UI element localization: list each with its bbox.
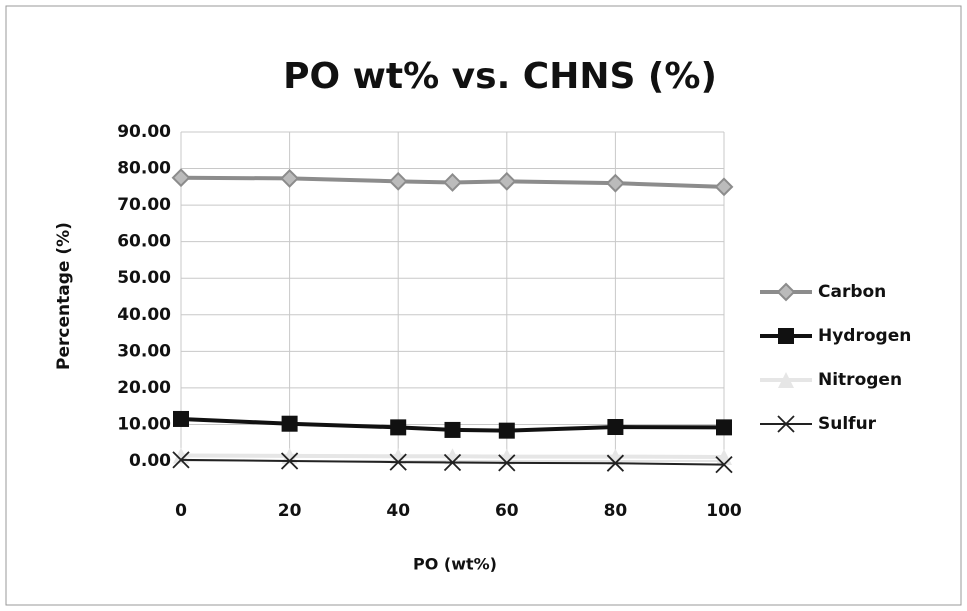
marker [605, 173, 625, 193]
x-tick-label: 0 [175, 501, 187, 521]
legend-label: Sulfur [818, 414, 877, 434]
marker [172, 451, 190, 469]
marker [173, 410, 189, 427]
marker [280, 169, 300, 188]
y-tick-label: 10.00 [117, 414, 171, 434]
marker [171, 168, 191, 188]
y-axis-title: Percentage (%) [54, 222, 74, 370]
y-tick-label: 90.00 [117, 122, 171, 142]
x-tick-label: 40 [386, 501, 410, 521]
marker [715, 456, 733, 474]
x-tick-label: 20 [278, 501, 302, 521]
marker [497, 171, 517, 191]
x-tick-label: 100 [706, 501, 742, 521]
legend-marker [776, 282, 796, 302]
marker [389, 453, 407, 471]
marker [498, 422, 515, 439]
marker [498, 454, 516, 472]
marker [443, 173, 462, 192]
marker [444, 421, 461, 438]
marker [281, 447, 298, 464]
x-tick-label: 60 [495, 501, 519, 521]
legend-marker [777, 415, 795, 433]
y-tick-label: 60.00 [117, 232, 171, 252]
x-axis-title: PO (wt%) [413, 555, 497, 574]
marker [498, 448, 515, 465]
y-tick-label: 0.00 [129, 451, 171, 471]
legend-label: Carbon [818, 282, 886, 302]
marker [390, 419, 407, 436]
marker [281, 415, 298, 432]
marker [714, 177, 734, 197]
marker [444, 448, 461, 465]
y-tick-label: 40.00 [117, 305, 171, 325]
marker [443, 453, 462, 472]
marker [390, 448, 407, 465]
marker [607, 419, 624, 436]
y-tick-label: 80.00 [117, 159, 171, 179]
y-tick-label: 70.00 [117, 195, 171, 215]
x-tick-label: 80 [604, 501, 628, 521]
legend-marker [778, 328, 794, 344]
legend-marker [778, 372, 794, 388]
legend-label: Nitrogen [818, 370, 902, 390]
legend-label: Hydrogen [818, 326, 911, 346]
marker [607, 448, 624, 465]
chart-title: PO wt% vs. CHNS (%) [283, 56, 717, 97]
y-tick-label: 30.00 [117, 341, 171, 361]
chart-border [5, 5, 962, 606]
marker [280, 452, 299, 470]
y-tick-label: 50.00 [117, 268, 171, 288]
y-tick-label: 20.00 [117, 378, 171, 398]
marker [606, 454, 625, 472]
marker [388, 171, 408, 191]
marker [716, 419, 732, 436]
